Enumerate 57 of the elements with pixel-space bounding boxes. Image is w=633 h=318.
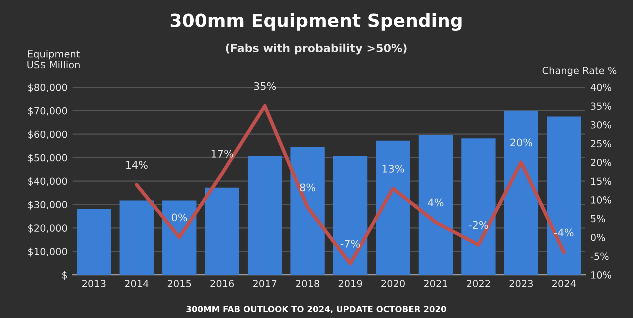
y2-tick-label: -5% [590, 252, 609, 260]
y2-axis-title: Change Rate % [542, 66, 617, 76]
bar [290, 147, 325, 276]
y2-tick-label: 15% [591, 178, 612, 186]
x-tick-label: 2024 [552, 280, 576, 288]
text: 300MM FAB OUTLOOK TO 2024, UPDATE OCTOBER 2020 [186, 306, 446, 314]
y-tick-label: $60,000 [28, 130, 68, 140]
y-tick-label: $10,000 [28, 248, 68, 257]
data-label: 35% [254, 82, 276, 90]
data-label: 17% [212, 150, 234, 158]
y-tick-label: $80,000 [28, 84, 68, 93]
x-tick-label: 2022 [467, 280, 490, 288]
y-axis-title: Equipment US$ Million [28, 50, 80, 70]
bar [418, 135, 454, 276]
chart-title: 300mm Equipment Spending [170, 13, 462, 32]
x-tick-label: 2021 [424, 280, 448, 288]
x-tick-label: 2013 [82, 280, 106, 288]
bar [248, 156, 282, 276]
data-label: 13% [382, 164, 404, 173]
x-tick-label: 2014 [125, 280, 149, 288]
data-label: 20% [510, 138, 532, 147]
y2-tick-label: 40% [590, 84, 612, 92]
bar [77, 209, 112, 276]
chart-subtitle: (Fabs with probability >50%) [226, 44, 407, 55]
y-tick-label: $40,000 [28, 178, 68, 186]
bar [162, 200, 197, 276]
bar [376, 140, 410, 276]
data-label: 0% [172, 214, 188, 222]
y2-tick-label: 25% [591, 140, 612, 148]
data-label: -7% [340, 240, 360, 248]
bar [547, 116, 582, 276]
bar [120, 200, 154, 276]
x-tick-label: 2020 [382, 280, 405, 288]
x-tick-label: 2015 [168, 280, 192, 288]
bar [462, 138, 496, 276]
y2-tick-label: 0% [591, 234, 606, 242]
y2-tick-label: 30% [591, 121, 612, 129]
bar [333, 156, 368, 276]
y-tick-label: $ [62, 271, 68, 280]
bar [205, 188, 240, 276]
y-tick-label: $30,000 [28, 201, 68, 210]
bar [504, 110, 539, 276]
y2-tick-label: 20% [591, 158, 612, 166]
y-tick-label: $20,000 [28, 224, 68, 234]
x-tick-label: 2017 [253, 280, 277, 288]
x-tick-label: 2023 [510, 280, 534, 288]
x-tick-label: 2018 [296, 280, 320, 288]
data-label: 14% [126, 161, 148, 170]
y-tick-label: $70,000 [28, 107, 68, 116]
y2-tick-label: 35% [591, 102, 612, 110]
y2-tick-label: 10% [591, 272, 612, 279]
y2-tick-label: 5% [591, 215, 606, 223]
x-tick-label: 2019 [338, 280, 362, 288]
data-label: 4% [428, 198, 444, 207]
y2-tick-label: 10% [591, 196, 612, 204]
y-tick-label: $50,000 [28, 154, 68, 163]
x-tick-label: 2016 [210, 280, 234, 288]
